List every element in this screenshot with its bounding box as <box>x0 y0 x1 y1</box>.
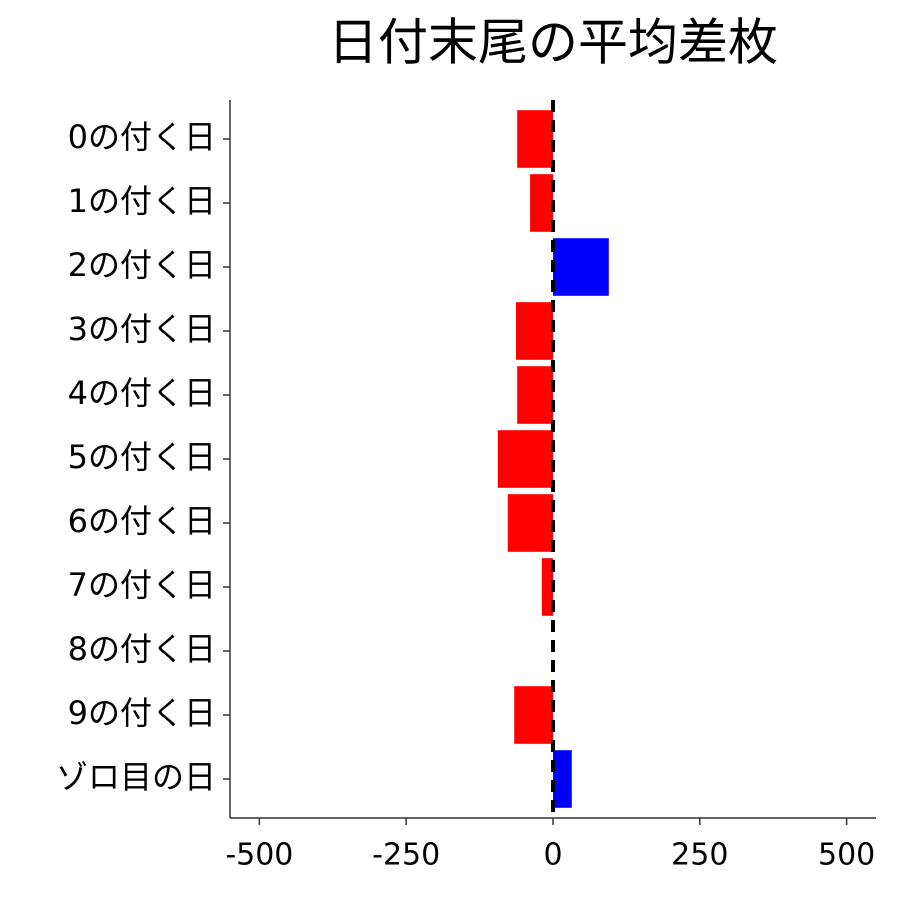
bar <box>516 302 553 360</box>
x-tick-label: 500 <box>818 838 875 873</box>
bar <box>553 238 609 296</box>
y-tick-label: 7の付く日 <box>68 566 216 604</box>
y-tick-label: 4の付く日 <box>68 374 216 412</box>
bar <box>517 366 553 424</box>
y-tick-label: 8の付く日 <box>68 630 216 668</box>
x-tick-label: 0 <box>543 838 562 873</box>
bar <box>530 174 553 232</box>
x-tick-label: -250 <box>372 838 440 873</box>
y-tick-label: 3の付く日 <box>68 310 216 348</box>
bar <box>497 430 553 488</box>
y-tick-label: 1の付く日 <box>68 182 216 220</box>
bar <box>507 494 553 552</box>
y-tick-label: 5の付く日 <box>68 438 216 476</box>
y-tick-label: ゾロ目の日 <box>56 758 216 796</box>
y-tick-label: 2の付く日 <box>68 246 216 284</box>
y-tick-label: 9の付く日 <box>68 694 216 732</box>
chart-title: 日付末尾の平均差枚 <box>328 14 778 72</box>
bar <box>553 750 572 808</box>
y-tick-label: 0の付く日 <box>68 118 216 156</box>
x-tick-label: -500 <box>225 838 293 873</box>
bar <box>514 686 553 744</box>
bar <box>517 110 553 168</box>
bar <box>541 558 553 616</box>
y-tick-label: 6の付く日 <box>68 502 216 540</box>
x-tick-label: 250 <box>671 838 728 873</box>
